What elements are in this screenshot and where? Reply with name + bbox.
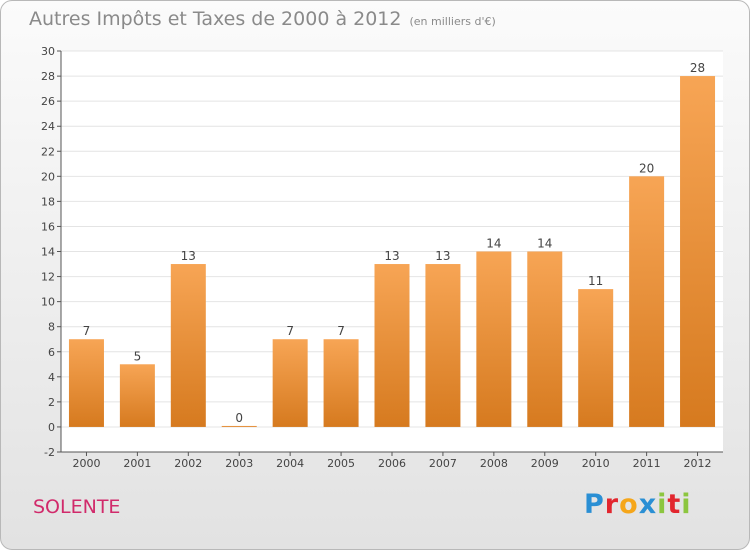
y-tick-label: 24: [41, 120, 55, 133]
y-tick-label: 20: [41, 170, 55, 183]
data-label: 14: [486, 237, 501, 251]
x-tick-label: 2012: [684, 457, 712, 470]
bar: [374, 264, 410, 427]
logo-letter: i: [657, 489, 668, 520]
data-label: 7: [286, 324, 294, 338]
chart-unit: (en milliers d'€): [409, 15, 496, 28]
y-tick-label: 18: [41, 195, 55, 208]
logo-letter: o: [619, 489, 639, 520]
y-tick-label: 0: [48, 421, 55, 434]
y-tick-label: 8: [48, 321, 55, 334]
x-tick-label: 2010: [582, 457, 610, 470]
x-tick-label: 2006: [378, 457, 406, 470]
logo-letter: t: [667, 489, 682, 520]
bar: [578, 289, 614, 427]
x-tick-label: 2011: [633, 457, 661, 470]
data-label: 13: [435, 249, 450, 263]
proxiti-logo: Proxiti: [584, 489, 692, 520]
y-tick-label: 30: [41, 45, 55, 58]
x-tick-label: 2008: [480, 457, 508, 470]
data-label: 14: [537, 237, 552, 251]
data-label: 13: [384, 249, 399, 263]
y-tick-label: 26: [41, 95, 55, 108]
bar: [272, 339, 308, 427]
x-tick-label: 2000: [72, 457, 100, 470]
bar: [68, 339, 104, 427]
y-tick-label: 12: [41, 271, 55, 284]
y-tick-label: 4: [48, 371, 55, 384]
data-label: 20: [639, 161, 654, 175]
y-tick-label: 6: [48, 346, 55, 359]
bar: [425, 264, 461, 427]
bar: [221, 425, 257, 427]
x-tick-label: 2005: [327, 457, 355, 470]
chart-title: Autres Impôts et Taxes de 2000 à 2012 (en…: [29, 8, 496, 30]
bar: [629, 176, 665, 427]
chart-title-text: Autres Impôts et Taxes de 2000 à 2012: [29, 8, 402, 30]
bar: [680, 76, 716, 427]
data-label: 5: [134, 349, 142, 363]
bar: [119, 364, 155, 427]
x-tick-label: 2009: [531, 457, 559, 470]
data-label: 11: [588, 274, 603, 288]
data-label: 13: [181, 249, 196, 263]
x-tick-label: 2004: [276, 457, 304, 470]
y-tick-label: 16: [41, 220, 55, 233]
commune-name: SOLENTE: [33, 496, 121, 518]
x-tick-label: 2001: [123, 457, 151, 470]
data-label: 0: [235, 411, 243, 425]
y-tick-label: -2: [44, 446, 55, 459]
data-label: 28: [690, 61, 705, 75]
logo-letter: x: [638, 489, 658, 520]
logo-letter: i: [681, 489, 692, 520]
x-tick-label: 2003: [225, 457, 253, 470]
y-tick-label: 2: [48, 396, 55, 409]
x-tick-label: 2007: [429, 457, 457, 470]
bar: [170, 264, 206, 427]
data-label: 7: [337, 324, 345, 338]
y-tick-label: 28: [41, 70, 55, 83]
y-tick-label: 14: [41, 246, 55, 259]
y-tick-label: 10: [41, 296, 55, 309]
data-label: 7: [83, 324, 91, 338]
bar: [323, 339, 359, 427]
logo-letter: P: [584, 489, 605, 520]
logo-letter: r: [604, 489, 620, 520]
bar: [476, 251, 512, 427]
bar: [527, 251, 563, 427]
y-tick-label: 22: [41, 145, 55, 158]
x-tick-label: 2002: [174, 457, 202, 470]
